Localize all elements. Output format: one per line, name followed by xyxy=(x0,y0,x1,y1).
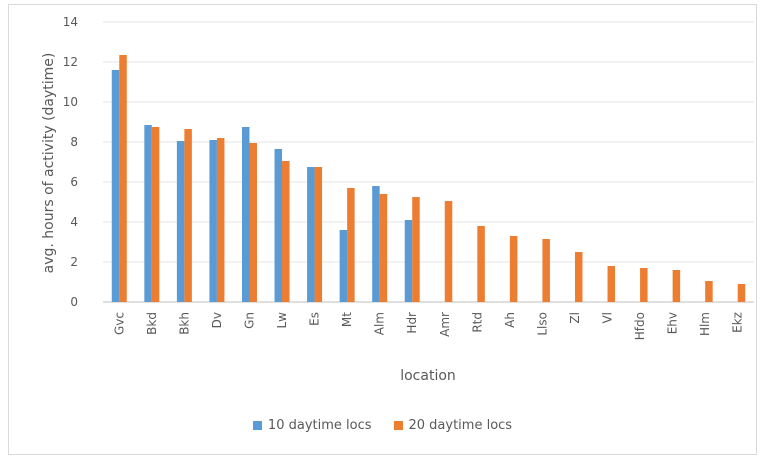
bar-lw-series-2 xyxy=(282,161,290,302)
y-tick-label: 14 xyxy=(63,15,78,29)
y-tick-label: 0 xyxy=(70,295,78,309)
bar-ah-series-2 xyxy=(509,236,518,302)
bar-dv-series-2 xyxy=(216,138,225,302)
x-tick-label: Alm xyxy=(373,312,387,335)
y-tick-label: 6 xyxy=(70,175,78,189)
y-tick-label: 2 xyxy=(70,255,78,269)
legend-label-series-2: 20 daytime locs xyxy=(408,418,513,433)
legend-swatch-series-2 xyxy=(393,421,403,430)
x-tick-label: Dv xyxy=(210,312,224,328)
legend-swatch-series-1 xyxy=(252,421,262,430)
bar-ehv-series-2 xyxy=(672,270,681,302)
bar-dv-series-1 xyxy=(209,140,217,302)
bar-ekz-series-2 xyxy=(737,284,746,302)
x-tick-label: Lw xyxy=(275,312,289,329)
x-tick-label: Zl xyxy=(568,312,582,324)
bar-alm-series-1 xyxy=(372,186,380,302)
x-tick-label: Bkh xyxy=(177,312,191,335)
bar-lw-series-1 xyxy=(274,149,283,302)
x-tick-label: Rtd xyxy=(470,312,484,333)
legend-item-series-1: 10 daytime locs xyxy=(252,418,372,433)
bar-gn-series-2 xyxy=(249,143,257,302)
x-tick-label: Gvc xyxy=(112,312,126,335)
x-tick-label: Llso xyxy=(535,312,549,336)
bar-bkh-series-1 xyxy=(176,141,185,302)
x-tick-label: Amr xyxy=(438,312,452,337)
x-tick-label: Hlm xyxy=(698,312,712,336)
x-tick-label: Ah xyxy=(503,312,517,328)
y-tick-label: 8 xyxy=(70,135,78,149)
x-tick-label: Hdr xyxy=(405,312,419,334)
x-axis-title: location xyxy=(400,368,456,384)
bar-mt-series-2 xyxy=(347,188,355,302)
bar-gn-series-1 xyxy=(241,127,250,302)
legend-label-series-1: 10 daytime locs xyxy=(267,418,372,433)
x-tick-label: Gn xyxy=(242,312,256,329)
bar-hlm-series-2 xyxy=(705,281,713,302)
bars xyxy=(111,55,746,302)
y-tick-label: 4 xyxy=(70,215,78,229)
y-axis-title: avg. hours of activity (daytime) xyxy=(41,53,57,274)
bar-zl-series-2 xyxy=(574,252,583,302)
bar-vl-series-2 xyxy=(607,266,616,302)
bar-mt-series-1 xyxy=(339,230,348,302)
bar-bkh-series-2 xyxy=(184,129,192,302)
bar-hdr-series-1 xyxy=(404,220,413,302)
x-tick-label: Bkd xyxy=(145,312,159,335)
legend: 10 daytime locs 20 daytime locs xyxy=(0,418,765,433)
bar-llso-series-2 xyxy=(542,239,550,302)
bar-es-series-2 xyxy=(314,167,323,302)
bar-gvc-series-1 xyxy=(111,70,120,302)
x-tick-label: Ekz xyxy=(731,312,745,333)
x-tick-label: Vl xyxy=(601,312,615,324)
bar-rtd-series-2 xyxy=(477,226,485,302)
y-tick-label: 10 xyxy=(63,95,78,109)
bar-amr-series-2 xyxy=(444,201,453,302)
bar-hfdo-series-2 xyxy=(640,268,648,302)
y-tick-label: 12 xyxy=(63,55,78,69)
x-tick-labels: Gvc Bkd Bkh Dv Gn Lw Es Mt Alm Hdr Amr Rtd Ah Llso Zl V… xyxy=(112,312,744,341)
legend-item-series-2: 20 daytime locs xyxy=(393,418,513,433)
bar-bkd-series-1 xyxy=(144,125,152,302)
y-tick-labels: 0 2 4 6 8 10 12 14 xyxy=(63,15,78,309)
gridlines xyxy=(103,21,754,303)
bar-bkd-series-2 xyxy=(151,127,160,302)
x-tick-label: Hfdo xyxy=(633,312,647,340)
bar-alm-series-2 xyxy=(379,194,388,302)
bar-es-series-1 xyxy=(307,167,315,302)
x-tick-label: Es xyxy=(308,312,322,326)
x-tick-label: Mt xyxy=(340,312,354,327)
bar-gvc-series-2 xyxy=(119,55,127,302)
x-tick-label: Ehv xyxy=(666,312,680,334)
bar-hdr-series-2 xyxy=(412,197,420,302)
